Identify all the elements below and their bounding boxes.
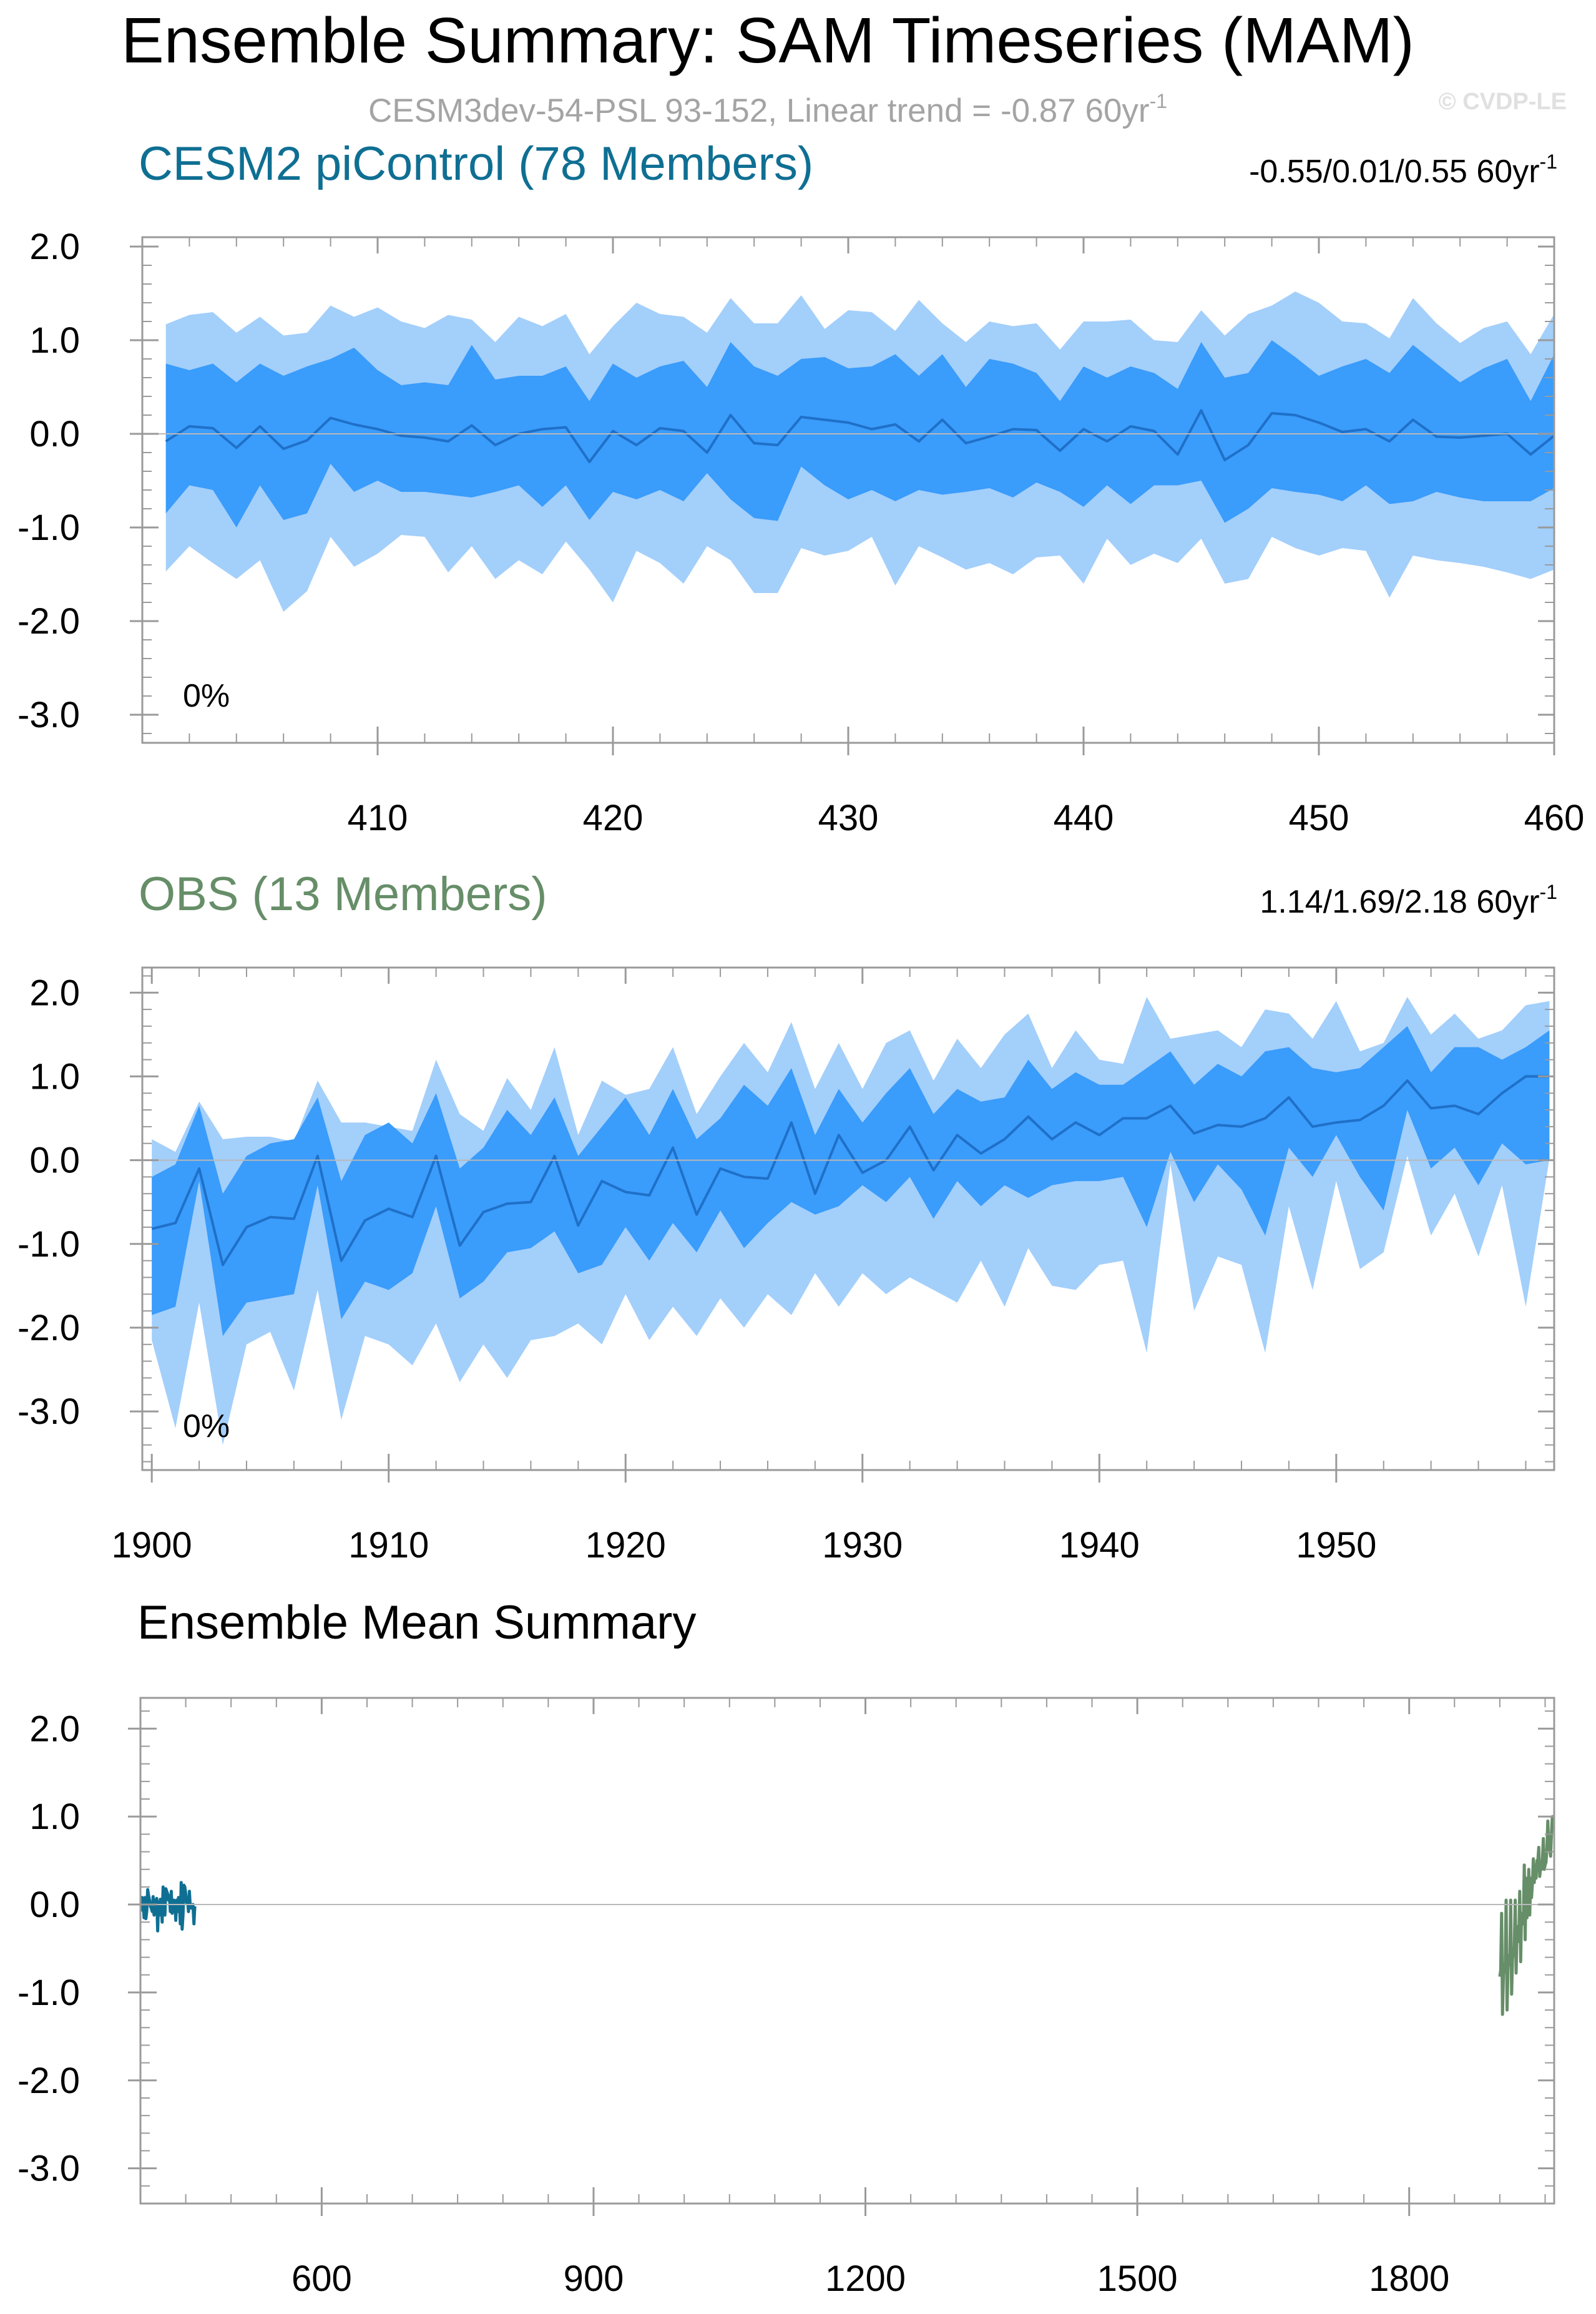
chart-0-xtick-label: 440 xyxy=(1054,798,1114,838)
chart-0-xtick-label: 460 xyxy=(1524,798,1585,838)
chart-1-ytick-label: 1.0 xyxy=(29,1056,80,1097)
panel-obs-trend-text: 1.14/1.69/2.18 60yr xyxy=(1260,884,1539,920)
watermark: © CVDP-LE xyxy=(1439,89,1567,115)
panel-picontrol-trend: -0.55/0.01/0.55 60yr-1 xyxy=(1249,150,1557,190)
plot-area-obs: 2.0 1.0 0.0 -1.0 -2.0 -3.0 1900 1910 1920 1930 194… xyxy=(17,966,1555,1566)
chart-0-ytick-label: 0.0 xyxy=(29,414,80,454)
chart-1-ytick-label: -2.0 xyxy=(17,1308,80,1348)
figure-title: Ensemble Summary: SAM Timeseries (MAM) xyxy=(121,4,1414,76)
chart-0-xtick-label: 450 xyxy=(1289,798,1349,838)
figure-subtitle-superscript: -1 xyxy=(1150,90,1167,112)
panel-summary-title: Ensemble Mean Summary xyxy=(137,1596,696,1649)
chart-0-ytick-label: -1.0 xyxy=(17,507,80,548)
chart-0-xtick-label: 420 xyxy=(583,798,644,838)
chart-1-xtick-label: 1930 xyxy=(822,1525,903,1566)
panel-obs-percent: 0% xyxy=(183,1408,230,1444)
panel-picontrol-title: CESM2 piControl (78 Members) xyxy=(139,137,813,190)
chart-1-ytick-label: 0.0 xyxy=(29,1140,80,1181)
figure-subtitle-text: CESM3dev-54-PSL 93-152, Linear trend = -… xyxy=(368,92,1150,129)
chart-2-xtick-label: 600 xyxy=(291,2258,352,2299)
chart-2-ytick-label: 0.0 xyxy=(29,1885,80,1925)
panel-picontrol: CESM2 piControl (78 Members) -0.55/0.01/… xyxy=(17,137,1584,838)
chart-1-ytick-label: 2.0 xyxy=(29,973,80,1013)
panel-picontrol-trend-superscript: -1 xyxy=(1540,150,1557,173)
chart-1-xtick-label: 1950 xyxy=(1296,1525,1376,1566)
panel-picontrol-percent: 0% xyxy=(183,678,230,714)
chart-2-ytick-label: -3.0 xyxy=(17,2149,80,2189)
chart-1-xtick-label: 1910 xyxy=(348,1525,429,1566)
chart-1-ytick-label: -1.0 xyxy=(17,1224,80,1265)
panel-obs-trend: 1.14/1.69/2.18 60yr-1 xyxy=(1260,881,1557,920)
chart-1-xtick-label: 1940 xyxy=(1059,1525,1140,1566)
chart-2-frame xyxy=(139,1697,1555,2205)
chart-2-xtick-label: 900 xyxy=(564,2258,624,2299)
chart-1-ensemble-mean-line xyxy=(151,1075,1550,1267)
chart-0-xtick-label: 410 xyxy=(348,798,408,838)
chart-2-xtick-label: 1500 xyxy=(1097,2258,1178,2299)
chart-2-xtick-label: 1200 xyxy=(825,2258,906,2299)
chart-2-ytick-label: 1.0 xyxy=(29,1797,80,1837)
chart-2-ytick-label: -1.0 xyxy=(17,1973,80,2013)
chart-0-ensemble-mean-line xyxy=(165,409,1555,463)
panel-picontrol-trend-text: -0.55/0.01/0.55 60yr xyxy=(1249,154,1539,190)
figure-subtitle: CESM3dev-54-PSL 93-152, Linear trend = -… xyxy=(368,90,1167,129)
panel-obs-trend-superscript: -1 xyxy=(1540,881,1557,903)
chart-0-ytick-label: 1.0 xyxy=(29,320,80,361)
chart-1-frame xyxy=(141,966,1555,1471)
chart-2-ytick-label: -2.0 xyxy=(17,2061,80,2101)
plot-area-picontrol: 2.0 1.0 0.0 -1.0 -2.0 -3.0 410 420 430 440 450 460 xyxy=(17,227,1584,838)
chart-0-ytick-label: 2.0 xyxy=(29,227,80,267)
plot-area-summary: 2.0 1.0 0.0 -1.0 -2.0 -3.0 600 900 1200 1500 1800 xyxy=(17,1697,1555,2299)
chart-1-xtick-label: 1920 xyxy=(585,1525,666,1566)
chart-1-ytick-label: -3.0 xyxy=(17,1391,80,1432)
chart-2-xtick-label: 1800 xyxy=(1369,2258,1449,2299)
panel-obs-title: OBS (13 Members) xyxy=(139,868,547,921)
chart-2-background xyxy=(140,1698,1554,2204)
chart-0-ytick-label: -2.0 xyxy=(17,601,80,642)
panel-obs: OBS (13 Members) 1.14/1.69/2.18 60yr-1 2… xyxy=(17,868,1557,1566)
chart-1-quartile-band xyxy=(152,1026,1550,1336)
panel-summary: Ensemble Mean Summary 2.0 1.0 0.0 -1.0 -2.0 -… xyxy=(17,1596,1555,2299)
chart-1-xtick-label: 1900 xyxy=(112,1525,192,1566)
chart-0-ytick-label: -3.0 xyxy=(17,695,80,735)
chart-2-obs-mean-line xyxy=(1498,1815,1554,2016)
chart-0-xtick-label: 430 xyxy=(818,798,879,838)
chart-2-ytick-label: 2.0 xyxy=(29,1709,80,1749)
